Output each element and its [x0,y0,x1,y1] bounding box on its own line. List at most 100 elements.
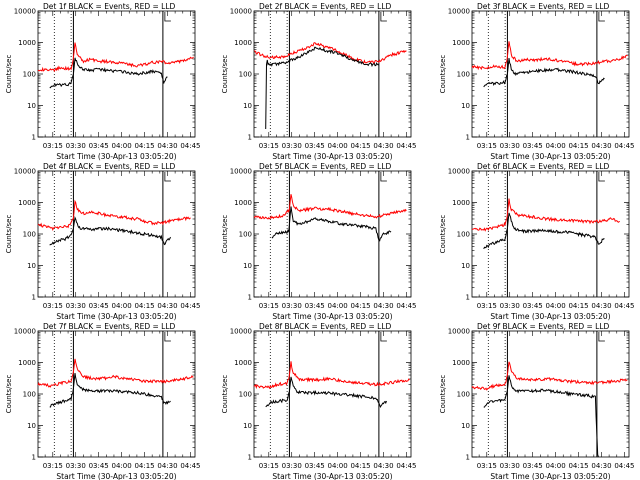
plot-frame [471,170,630,298]
events-series-line [483,212,605,250]
x-tick-label: 03:45 [89,142,109,150]
x-tick-label: 04:00 [112,142,132,150]
x-tick-label: 03:15 [43,302,63,310]
y-tick-label: 1 [248,294,252,302]
end-marker-glyph [598,12,605,22]
end-marker-glyph [380,12,387,22]
y-tick-label: 10000 [230,168,252,176]
events-series-line [49,216,171,246]
y-axis-label: Counts/sec [221,375,229,414]
detector-panel: Det 9f BLACK = Events, RED = LLD 1 10 100 10… [439,322,635,480]
plot-frame [253,10,412,138]
y-tick-label: 1000 [234,39,252,47]
end-marker-glyph [164,12,171,22]
x-tick-label: 03:15 [477,302,497,310]
lld-series-line [37,42,194,73]
y-tick-label: 1 [32,454,36,462]
x-tick-label: 04:00 [328,462,348,470]
y-axis-label: Counts/sec [5,55,13,94]
y-tick-label: 10 [461,422,470,430]
x-tick-label: 04:30 [157,302,177,310]
x-tick-label: 03:15 [259,142,279,150]
y-tick-label: 100 [239,71,252,79]
y-tick-label: 1 [248,454,252,462]
x-tick-label: 03:15 [477,142,497,150]
y-tick-label: 1 [466,294,470,302]
y-axis-label: Counts/sec [221,215,229,254]
y-axis-label: Counts/sec [5,375,13,414]
y-tick-label: 10000 [448,328,470,336]
x-tick-label: 03:30 [66,302,86,310]
x-tick-label: 03:30 [282,462,302,470]
lld-series-line [471,41,628,71]
x-tick-label: 04:45 [614,462,634,470]
y-axis-label: Counts/sec [221,55,229,94]
y-tick-label: 1000 [18,199,36,207]
y-tick-label: 10000 [230,8,252,16]
x-tick-label: 04:15 [134,302,154,310]
y-tick-label: 10000 [14,328,36,336]
y-tick-label: 10 [461,102,470,110]
y-tick-label: 100 [239,391,252,399]
y-tick-label: 100 [457,231,470,239]
events-series-line [49,57,168,89]
x-tick-label: 04:00 [112,302,132,310]
lld-series-line [471,361,628,391]
x-tick-label: 03:45 [523,142,543,150]
x-tick-label: 04:15 [134,142,154,150]
events-series-line [49,373,171,408]
detector-panel: Det 5f BLACK = Events, RED = LLD 1 10 100 10… [221,162,417,321]
panel-title: Det 8f BLACK = Events, RED = LLD [259,322,392,331]
y-tick-label: 10 [243,102,252,110]
x-tick-label: 03:15 [43,462,63,470]
x-tick-label: 04:00 [328,302,348,310]
end-marker-glyph [598,332,605,342]
y-tick-label: 1 [466,454,470,462]
detector-panel: Det 8f BLACK = Events, RED = LLD 1 10 100 10… [221,322,417,480]
x-tick-label: 04:45 [614,142,634,150]
x-tick-label: 03:45 [523,302,543,310]
x-axis-label: Start Time (30-Apr-13 03:05:20) [490,472,610,480]
x-tick-label: 04:30 [591,302,611,310]
end-marker-glyph [164,172,171,182]
y-axis-label: Counts/sec [439,375,447,414]
y-tick-label: 1 [32,134,36,142]
x-tick-label: 04:30 [373,142,393,150]
x-axis-label: Start Time (30-Apr-13 03:05:20) [490,152,610,161]
y-tick-label: 10000 [230,328,252,336]
x-tick-label: 03:30 [282,142,302,150]
x-tick-label: 03:45 [89,462,109,470]
x-tick-label: 03:45 [305,302,325,310]
x-tick-label: 04:15 [568,462,588,470]
end-marker-glyph [598,172,605,182]
panel-title: Det 5f BLACK = Events, RED = LLD [259,162,392,171]
y-tick-label: 10000 [448,168,470,176]
y-tick-label: 100 [23,391,36,399]
x-tick-label: 04:00 [546,302,566,310]
end-marker-glyph [380,172,387,182]
x-axis-label: Start Time (30-Apr-13 03:05:20) [272,152,392,161]
x-tick-label: 03:30 [500,302,520,310]
x-tick-label: 03:30 [66,142,86,150]
y-tick-label: 1000 [452,199,470,207]
x-tick-label: 03:15 [259,462,279,470]
lld-series-line [253,42,407,64]
plot-frame [37,10,196,138]
events-series-line [271,206,392,242]
x-tick-label: 03:30 [66,462,86,470]
y-tick-label: 100 [457,391,470,399]
x-tick-label: 04:45 [396,142,416,150]
x-tick-label: 03:15 [477,462,497,470]
panel-title: Det 2f BLACK = Events, RED = LLD [259,2,392,11]
y-tick-label: 1000 [18,359,36,367]
y-tick-label: 10000 [14,8,36,16]
x-tick-label: 03:45 [523,462,543,470]
y-tick-label: 100 [239,231,252,239]
x-axis-label: Start Time (30-Apr-13 03:05:20) [56,152,176,161]
x-tick-label: 04:30 [591,462,611,470]
lld-series-line [253,361,410,390]
plot-frame [37,170,196,298]
y-tick-label: 10 [243,422,252,430]
x-axis-label: Start Time (30-Apr-13 03:05:20) [272,472,392,480]
y-tick-label: 1 [466,134,470,142]
